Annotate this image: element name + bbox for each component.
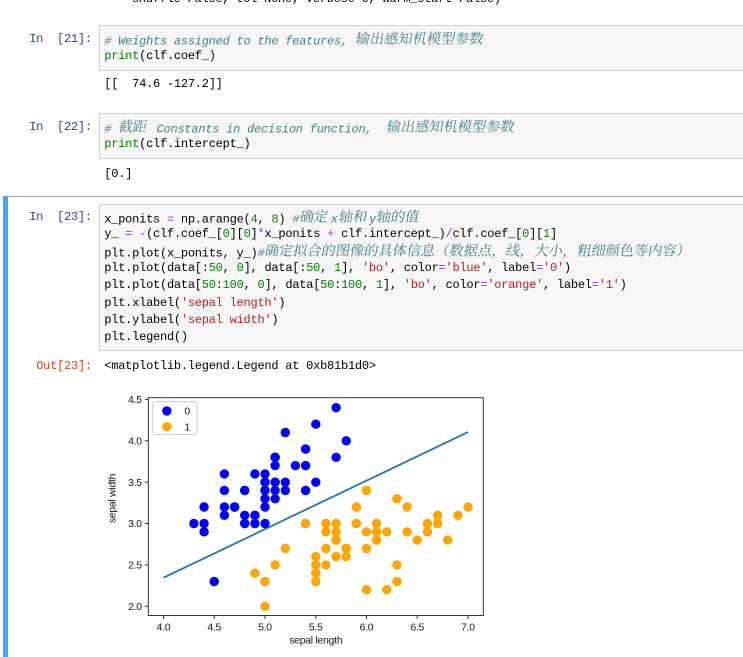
svg-text:4.0: 4.0 (128, 436, 142, 447)
svg-text:6.0: 6.0 (360, 623, 374, 634)
svg-text:sepal width: sepal width (108, 473, 119, 523)
svg-text:6.5: 6.5 (410, 623, 424, 634)
svg-text:4.5: 4.5 (207, 623, 221, 634)
svg-text:3.0: 3.0 (128, 519, 142, 530)
svg-text:2.5: 2.5 (128, 561, 142, 572)
svg-text:4.0: 4.0 (157, 623, 171, 634)
svg-text:4.5: 4.5 (128, 395, 142, 406)
svg-text:sepal length: sepal length (289, 636, 343, 647)
svg-text:3.5: 3.5 (128, 478, 142, 489)
svg-text:2.0: 2.0 (128, 602, 142, 613)
svg-text:0: 0 (184, 407, 190, 418)
svg-text:7.0: 7.0 (461, 623, 475, 634)
svg-text:1: 1 (184, 422, 190, 433)
svg-text:5.0: 5.0 (258, 623, 272, 634)
svg-text:5.5: 5.5 (309, 623, 323, 634)
